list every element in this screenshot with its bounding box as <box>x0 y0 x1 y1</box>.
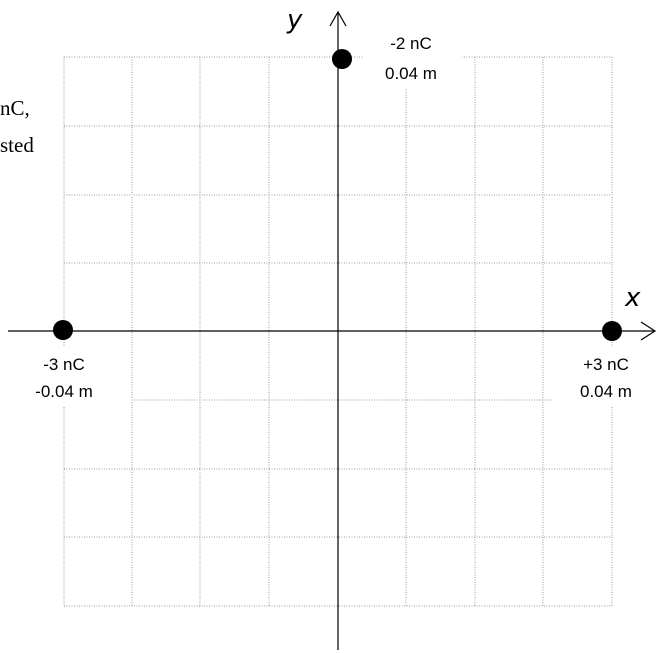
charge-dot-top <box>332 49 352 69</box>
cropped-text-line-1: nC, <box>0 96 30 120</box>
label-knockout-right <box>552 346 656 406</box>
charge-dot-right <box>602 321 622 341</box>
x-axis-label: x <box>624 283 641 313</box>
label-knockout-left <box>8 346 130 406</box>
charge-position-right: 0.04 m <box>580 382 632 401</box>
charge-position-top: 0.04 m <box>385 64 437 83</box>
y-axis <box>329 10 347 650</box>
y-axis-label: y <box>286 5 303 35</box>
x-axis-arrowhead <box>640 321 657 341</box>
label-knockout-top <box>364 30 462 88</box>
charge-value-right: +3 nC <box>583 355 629 374</box>
charge-value-top: -2 nC <box>390 34 432 53</box>
x-axis <box>8 321 657 341</box>
charge-position-left: -0.04 m <box>35 382 93 401</box>
dotted-grid <box>63 56 613 607</box>
charge-value-left: -3 nC <box>43 355 85 374</box>
cropped-text-line-2: sted <box>0 133 34 157</box>
charge-dot-left <box>53 320 73 340</box>
y-axis-arrowhead <box>329 10 347 27</box>
